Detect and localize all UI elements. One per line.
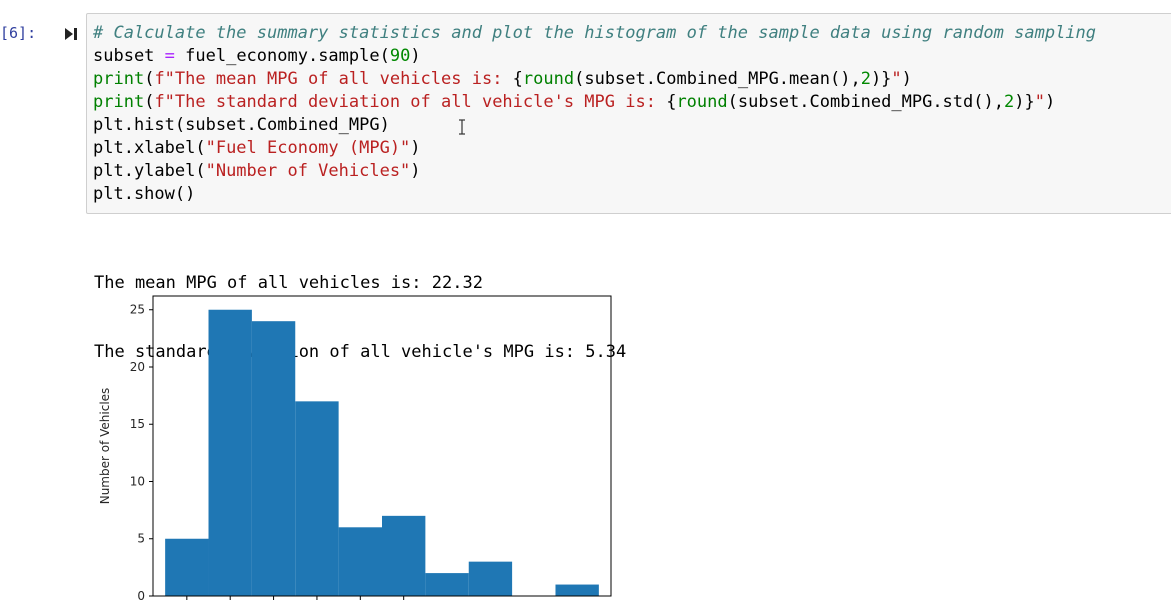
code-token: print xyxy=(93,92,145,112)
cell-prompt: [6]: xyxy=(0,24,37,42)
code-token: ) xyxy=(410,161,421,181)
y-tick-label: 15 xyxy=(130,417,145,431)
code-token: round xyxy=(522,69,575,89)
code-token: (subset.Combined_MPG.mean(), xyxy=(574,69,861,89)
histogram-chart: 0 5 10 15 20 25 Number of Vehicles xyxy=(98,295,612,603)
code-token: { xyxy=(512,69,523,89)
y-axis-label: Number of Vehicles xyxy=(98,388,112,505)
code-cell-editor[interactable] xyxy=(86,13,1171,214)
code-token: ) xyxy=(901,69,912,89)
code-token: subset xyxy=(93,46,165,66)
code-token: " xyxy=(1034,92,1045,112)
code-token: = xyxy=(164,46,175,66)
code-token: plt.hist(subset.Combined_MPG) xyxy=(93,115,390,135)
y-tick-label: 20 xyxy=(130,360,145,374)
code-token: 2 xyxy=(1003,92,1015,112)
code-token: { xyxy=(666,92,677,112)
histogram-bar xyxy=(251,321,296,596)
code-token: plt.show() xyxy=(93,184,196,204)
code-token: fuel_economy.sample( xyxy=(174,46,390,66)
histogram-bar xyxy=(208,309,252,596)
code-line[interactable]: print(f"The mean MPG of all vehicles is:… xyxy=(93,68,1096,91)
code-token: plt.xlabel( xyxy=(93,138,206,158)
code-line[interactable]: print(f"The standard deviation of all ve… xyxy=(93,91,1096,114)
code-token: "Fuel Economy (MPG)" xyxy=(205,138,411,158)
run-cell-icon[interactable] xyxy=(64,27,78,41)
code-token: # Calculate the summary statistics and p… xyxy=(93,23,1097,43)
code-token: (subset.Combined_MPG.std(), xyxy=(727,92,1004,112)
histogram-bar xyxy=(338,527,382,596)
code-token: "Number of Vehicles" xyxy=(205,161,411,181)
code-token: " xyxy=(891,69,902,89)
code-token: )} xyxy=(870,69,892,89)
code-line[interactable]: subset = fuel_economy.sample(90) xyxy=(93,45,1096,68)
cell-output: The mean MPG of all vehicles is: 22.32 T… xyxy=(94,226,626,387)
histogram-bar xyxy=(555,584,599,596)
code-line[interactable]: # Calculate the summary statistics and p… xyxy=(93,22,1096,45)
text-cursor-icon xyxy=(457,118,467,136)
histogram-bar xyxy=(425,573,469,596)
code-lines[interactable]: # Calculate the summary statistics and p… xyxy=(93,22,1096,206)
histogram-bar xyxy=(295,401,339,596)
code-line[interactable]: plt.ylabel("Number of Vehicles") xyxy=(93,160,1096,183)
code-line[interactable]: plt.xlabel("Fuel Economy (MPG)") xyxy=(93,137,1096,160)
code-token: 2 xyxy=(860,69,871,89)
histogram-bar xyxy=(468,561,513,596)
code-token: plt.ylabel( xyxy=(93,161,206,181)
plot-frame xyxy=(152,295,612,597)
code-token: f"The standard deviation of all vehicle'… xyxy=(154,92,667,112)
code-token: ) xyxy=(410,46,421,66)
y-tick-label: 0 xyxy=(137,589,145,603)
code-token: ) xyxy=(1044,92,1056,112)
code-token: print xyxy=(93,69,145,89)
code-token: round xyxy=(676,92,728,112)
y-tick-label: 5 xyxy=(137,532,145,546)
code-token: 90 xyxy=(389,46,411,66)
code-token: ) xyxy=(410,138,421,158)
code-token: f"The mean MPG of all vehicles is: xyxy=(154,69,513,89)
code-token: ( xyxy=(144,69,155,89)
y-tick-label: 10 xyxy=(130,474,145,488)
code-line[interactable]: plt.hist(subset.Combined_MPG) xyxy=(93,114,1096,137)
histogram-bar xyxy=(382,515,426,596)
code-token: ( xyxy=(144,92,155,112)
output-line-mean: The mean MPG of all vehicles is: 22.32 xyxy=(94,273,483,293)
y-tick-label: 25 xyxy=(130,303,145,317)
histogram-bar xyxy=(165,538,209,596)
code-line[interactable]: plt.show() xyxy=(93,183,1096,206)
code-token: )} xyxy=(1014,92,1035,112)
